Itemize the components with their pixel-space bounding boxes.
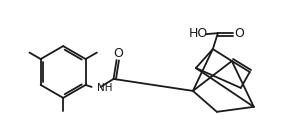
Text: HO: HO bbox=[188, 27, 208, 40]
Text: O: O bbox=[114, 47, 124, 60]
Text: O: O bbox=[234, 27, 244, 40]
Text: NH: NH bbox=[97, 83, 112, 93]
